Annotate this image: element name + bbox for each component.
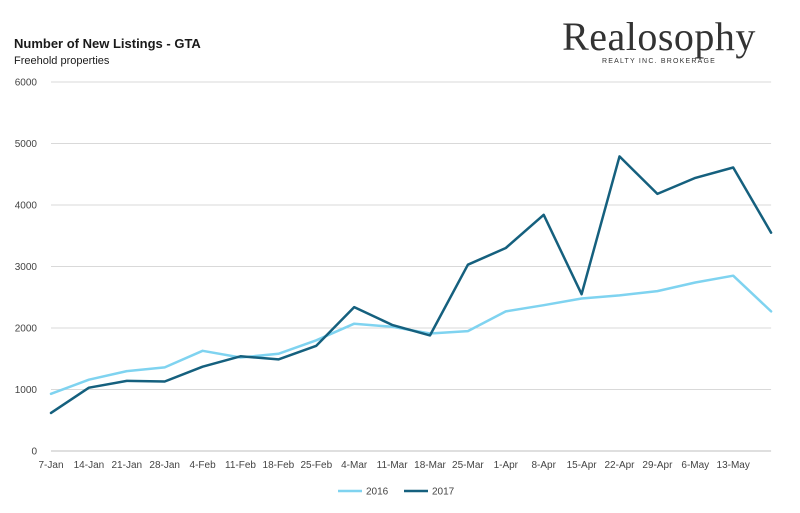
- x-tick-label: 1-Apr: [494, 460, 519, 471]
- series-lines: [49, 155, 773, 415]
- y-tick-label: 2000: [15, 324, 38, 335]
- y-tick-label: 4000: [15, 201, 38, 212]
- x-tick-label: 6-May: [681, 460, 709, 471]
- x-tick-label: 13-May: [717, 460, 750, 471]
- x-tick-label: 18-Feb: [263, 460, 295, 471]
- chart-subtitle: Freehold properties: [14, 55, 110, 67]
- x-tick-label: 7-Jan: [38, 460, 63, 471]
- legend-label-2017: 2017: [432, 487, 455, 498]
- x-tick-label: 25-Mar: [452, 460, 484, 471]
- x-tick-label: 22-Apr: [604, 460, 635, 471]
- logo-name: Realosophy: [562, 14, 756, 59]
- x-tick-label: 18-Mar: [414, 460, 446, 471]
- y-tick-label: 1000: [15, 385, 38, 396]
- y-axis-ticks: 0 1000 2000 3000 4000 5000 6000: [15, 78, 38, 458]
- x-tick-label: 28-Jan: [149, 460, 180, 471]
- x-tick-label: 29-Apr: [642, 460, 673, 471]
- legend: 2016 2017: [338, 487, 455, 498]
- x-tick-label: 4-Mar: [341, 460, 368, 471]
- x-tick-label: 25-Feb: [300, 460, 332, 471]
- series-line-2016: [49, 274, 773, 396]
- x-tick-label: 11-Feb: [225, 460, 256, 471]
- y-tick-label: 6000: [15, 78, 38, 89]
- brand-logo: Realosophy REALTY INC. BROKERAGE: [556, 14, 762, 66]
- chart-title: Number of New Listings - GTA: [14, 36, 201, 51]
- gridlines: [51, 81, 772, 452]
- logo-tagline: REALTY INC. BROKERAGE: [601, 58, 717, 65]
- y-tick-label: 0: [31, 447, 37, 458]
- y-tick-label: 3000: [15, 262, 38, 273]
- series-line-2017: [49, 155, 773, 415]
- legend-label-2016: 2016: [366, 487, 389, 498]
- x-tick-label: 14-Jan: [74, 460, 105, 471]
- x-tick-label: 4-Feb: [190, 460, 217, 471]
- x-tick-label: 8-Apr: [531, 460, 556, 471]
- x-axis-ticks: 7-Jan 14-Jan 21-Jan 28-Jan 4-Feb 11-Feb 18-Feb…: [38, 460, 749, 471]
- x-tick-label: 15-Apr: [567, 460, 598, 471]
- y-tick-label: 5000: [15, 139, 38, 150]
- x-tick-label: 11-Mar: [377, 460, 409, 471]
- x-tick-label: 21-Jan: [112, 460, 143, 471]
